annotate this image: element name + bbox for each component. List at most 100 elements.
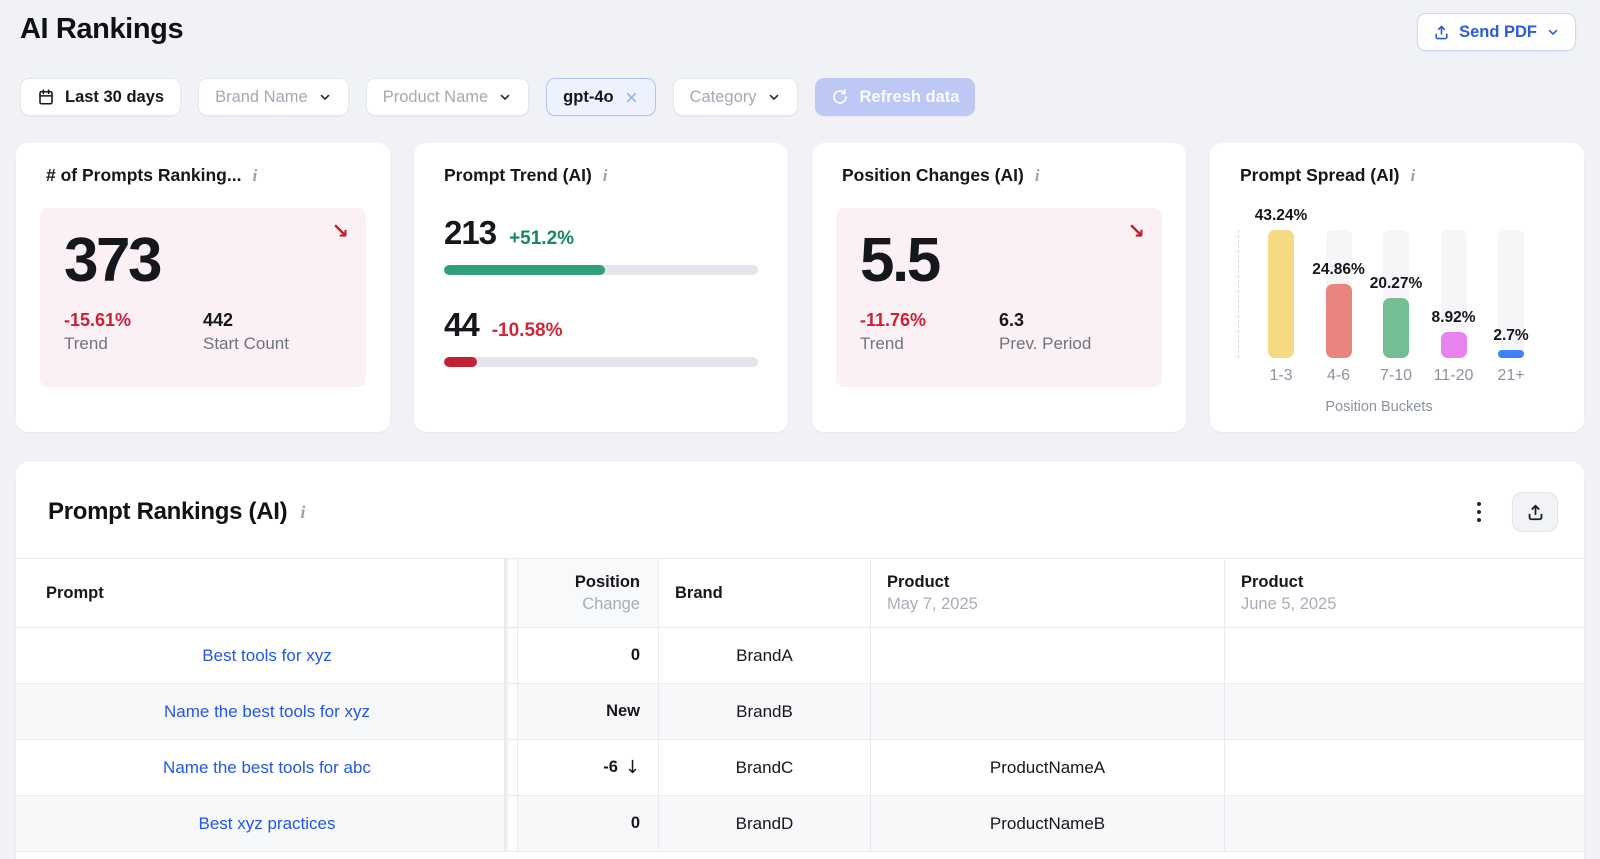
frozen-divider (505, 740, 517, 795)
prompt-link[interactable]: Name the best tools for abc (163, 757, 371, 777)
frozen-divider (505, 796, 517, 851)
start-count-value: 442 (203, 310, 234, 330)
start-count-label: Start Count (203, 334, 289, 353)
trend-up-value: 213 (444, 214, 497, 251)
stat-cards-row: # of Prompts Ranking... i ↘ 373 -15.61% … (16, 143, 1584, 432)
bar-4-6: 24.86% 4-6 (1312, 230, 1365, 384)
prev-period-value: 6.3 (999, 310, 1025, 330)
info-icon[interactable]: i (300, 502, 306, 522)
col-header-brand: Brand (658, 559, 870, 627)
trend-down-pct: -10.58% (491, 320, 563, 341)
metric-value: 5.5 (860, 226, 941, 295)
table-row: Best xyz practices 0 BrandD ProductNameB (16, 796, 1584, 852)
progress-fill-down (444, 357, 478, 367)
chevron-down-icon (1546, 25, 1560, 39)
product-may-cell (870, 684, 1224, 739)
down-arrow-icon: ↓ (624, 757, 640, 778)
metric-value: 373 (64, 226, 162, 295)
date-range-button[interactable]: Last 30 days (20, 78, 182, 116)
rankings-table: Prompt Position Change Brand Product May… (16, 558, 1584, 852)
product-june-cell (1224, 628, 1584, 683)
bar-1-3: 43.24% 1-3 (1254, 207, 1308, 384)
product-june-cell (1224, 684, 1584, 739)
table-row: Name the best tools for abc -6 ↓ BrandC Prod… (16, 740, 1584, 796)
chart-plot-area: 43.24% 1-3 24.86% 4-6 20.27% 7-10 8.92% 11-20 2.… (1238, 207, 1529, 384)
prompt-trend-card: Prompt Trend (AI) i 213 +51.2% 44 -10.58… (414, 143, 788, 432)
date-range-label: Last 30 days (65, 87, 165, 106)
prompt-link[interactable]: Best xyz practices (198, 813, 336, 833)
col-header-product-may: Product May 7, 2025 (870, 559, 1224, 627)
prompt-spread-card: Prompt Spread (AI) i 43.24% 1-3 24.86% 4-6 2… (1210, 143, 1584, 432)
page-title: AI Rankings (20, 13, 184, 45)
trend-value: -15.61% (64, 310, 132, 330)
filter-bar: Last 30 days Brand Name Product Name gpt… (0, 78, 1600, 116)
model-chip-label: gpt-4o (563, 87, 614, 106)
top-bar: AI Rankings Send PDF (0, 0, 1600, 51)
chevron-down-icon (498, 90, 512, 104)
card-title: Prompt Spread (AI) (1240, 165, 1400, 185)
refresh-data-label: Refresh data (859, 87, 960, 106)
info-icon[interactable]: i (602, 166, 608, 185)
frozen-divider (505, 628, 517, 683)
product-june-cell (1224, 740, 1584, 795)
prompts-ranking-card: # of Prompts Ranking... i ↘ 373 -15.61% … (16, 143, 390, 432)
brand-cell: BrandB (658, 684, 870, 739)
table-header-row: Prompt Position Change Brand Product May… (16, 558, 1584, 628)
trend-label: Trend (860, 334, 904, 353)
refresh-data-button[interactable]: Refresh data (814, 78, 976, 116)
trend-up-pct: +51.2% (509, 228, 575, 249)
remove-filter-icon[interactable] (624, 90, 639, 105)
position-change-cell: 0 (517, 628, 658, 683)
upload-icon (1433, 24, 1450, 41)
card-title: Position Changes (AI) (842, 165, 1024, 185)
col-header-position-change: Position Change (517, 559, 658, 627)
prev-period-label: Prev. Period (999, 334, 1092, 353)
position-change-cell: New (517, 684, 658, 739)
panel-title: Prompt Rankings (AI) (48, 498, 288, 525)
bar-21+: 2.7% 21+ (1493, 230, 1529, 384)
progress-track (444, 265, 758, 275)
chevron-down-icon (767, 90, 781, 104)
send-pdf-label: Send PDF (1459, 22, 1537, 41)
info-icon[interactable]: i (252, 166, 258, 185)
metric-panel: ↘ 373 -15.61% Trend 442 Start Count (40, 208, 366, 387)
prompt-rankings-panel: Prompt Rankings (AI) i Prompt Position C… (16, 462, 1584, 859)
product-june-cell (1224, 796, 1584, 851)
product-may-cell (870, 628, 1224, 683)
category-label: Category (689, 87, 757, 106)
category-dropdown[interactable]: Category (672, 78, 798, 116)
prompt-link[interactable]: Name the best tools for xyz (164, 701, 370, 721)
more-options-button[interactable] (1469, 496, 1489, 528)
brand-cell: BrandC (658, 740, 870, 795)
table-row: Name the best tools for xyz New BrandB (16, 684, 1584, 740)
product-name-label: Product Name (382, 87, 489, 106)
trend-down-arrow-icon: ↘ (1127, 219, 1145, 243)
card-title: Prompt Trend (AI) (444, 165, 592, 185)
send-pdf-button[interactable]: Send PDF (1417, 13, 1576, 51)
prompt-link[interactable]: Best tools for xyz (202, 645, 332, 665)
position-change-cell: 0 (517, 796, 658, 851)
chart-x-axis-label: Position Buckets (1325, 399, 1433, 415)
table-row: Best tools for xyz 0 BrandA (16, 628, 1584, 684)
brand-name-label: Brand Name (215, 87, 308, 106)
brand-cell: BrandA (658, 628, 870, 683)
model-filter-chip[interactable]: gpt-4o (546, 78, 656, 116)
product-may-cell: ProductNameB (870, 796, 1224, 851)
position-change-cell: -6 ↓ (517, 740, 658, 795)
card-title: # of Prompts Ranking... (46, 165, 242, 185)
trend-down-value: 44 (444, 306, 480, 343)
progress-track (444, 357, 758, 367)
brand-name-dropdown[interactable]: Brand Name (198, 78, 349, 116)
info-icon[interactable]: i (1034, 166, 1040, 185)
metric-panel: ↘ 5.5 -11.76% Trend 6.3 Prev. Period (836, 208, 1162, 387)
rankings-table-body: Best tools for xyz 0 BrandA Name the best t… (16, 628, 1584, 852)
info-icon[interactable]: i (1410, 166, 1416, 185)
trend-value: -11.76% (860, 310, 927, 330)
progress-fill-up (444, 265, 605, 275)
position-changes-card: Position Changes (AI) i ↘ 5.5 -11.76% Tr… (812, 143, 1186, 432)
trend-label: Trend (64, 334, 108, 353)
bar-11-20: 8.92% 11-20 (1432, 230, 1475, 384)
product-may-cell: ProductNameA (870, 740, 1224, 795)
export-button[interactable] (1512, 492, 1558, 532)
product-name-dropdown[interactable]: Product Name (365, 78, 530, 116)
